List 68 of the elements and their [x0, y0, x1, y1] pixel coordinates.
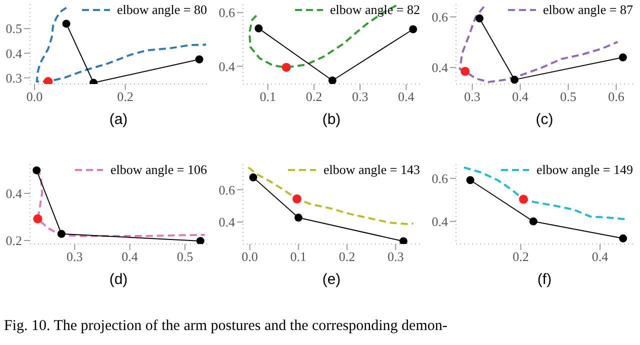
- x-tick-label: 0.4: [592, 249, 609, 264]
- point: [510, 76, 519, 84]
- line-series: [458, 6, 619, 83]
- y-tick-label: 0.4: [6, 46, 22, 61]
- y-tick-label: 0.4: [6, 186, 22, 202]
- x-tick-label: 0.2: [306, 89, 322, 104]
- y-tick-label: 0.3: [6, 70, 22, 86]
- x-tick-label: 0.1: [290, 249, 307, 264]
- point: [62, 20, 70, 28]
- y-tick-label: 0.4: [432, 60, 448, 76]
- x-tick-label: 0.0: [242, 249, 258, 264]
- legend-label: elbow angle = 106: [110, 162, 207, 178]
- x-axis-title: (d): [109, 271, 128, 288]
- y-tick-label: 0.4: [218, 214, 236, 230]
- x-tick-label: 0.3: [352, 89, 368, 104]
- point: [466, 176, 474, 184]
- point: [292, 194, 302, 204]
- legend-label: elbow angle = 80: [116, 2, 207, 18]
- point: [399, 237, 408, 244]
- legend-label: elbow angle = 149: [536, 162, 633, 178]
- point: [57, 230, 66, 238]
- x-tick-label: 0.6: [608, 89, 625, 104]
- y-tick-label: 0.5: [6, 21, 22, 36]
- point: [460, 66, 470, 76]
- y-tick-label: 0.6: [432, 171, 448, 186]
- x-tick-label: 0.0: [26, 89, 43, 104]
- point: [409, 25, 418, 34]
- y-tick-label: 0.6: [218, 5, 236, 20]
- x-axis-title: (e): [322, 271, 341, 288]
- x-tick-label: 0.5: [176, 249, 194, 264]
- point: [254, 24, 263, 32]
- x-axis-title: (f): [537, 271, 552, 288]
- x-axis-title: (b): [322, 111, 341, 128]
- y-tick-label: 0.4: [432, 214, 448, 230]
- y-tick-label: 0.6: [218, 182, 236, 198]
- x-tick-label: 0.3: [388, 249, 404, 264]
- point: [619, 234, 628, 242]
- x-tick-label: 0.3: [464, 89, 480, 104]
- caption: Fig. 10. The projection of the arm postures and the corresponding demon-: [4, 318, 448, 335]
- y-tick-label: 0.4: [218, 58, 236, 74]
- point: [328, 76, 336, 84]
- x-axis-title: (c): [536, 111, 554, 128]
- legend-label: elbow angle = 87: [542, 2, 633, 18]
- point: [32, 166, 41, 174]
- x-tick-label: 0.2: [117, 89, 134, 104]
- x-tick-label: 0.2: [338, 249, 356, 264]
- x-tick-label: 0.4: [122, 249, 138, 264]
- line-series: [36, 6, 207, 83]
- point: [529, 217, 538, 226]
- y-tick-label: 0.6: [432, 10, 448, 25]
- point: [476, 14, 484, 22]
- point: [249, 173, 258, 182]
- legend-label: elbow angle = 143: [323, 162, 420, 178]
- point: [518, 194, 528, 204]
- y-tick-label: 0.2: [6, 233, 22, 248]
- x-tick-label: 0.4: [398, 89, 415, 104]
- x-tick-label: 0.5: [560, 89, 576, 104]
- x-tick-label: 0.1: [260, 89, 276, 104]
- point: [195, 55, 204, 64]
- point: [282, 62, 291, 72]
- x-tick-label: 0.2: [512, 249, 529, 264]
- point: [294, 214, 302, 222]
- point: [618, 53, 627, 62]
- x-tick-label: 0.3: [66, 249, 83, 264]
- x-axis-title: (a): [109, 111, 128, 128]
- point: [33, 214, 42, 224]
- point: [196, 236, 204, 244]
- x-tick-label: 0.4: [512, 89, 529, 104]
